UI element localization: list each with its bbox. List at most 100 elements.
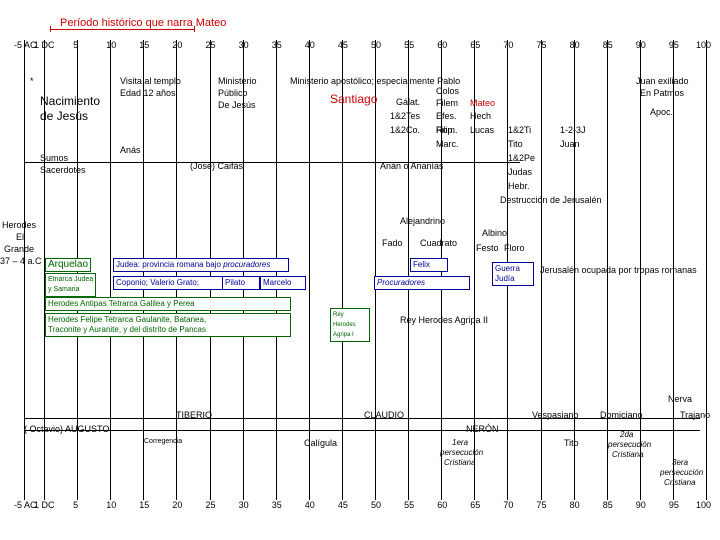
region-box: Procuradores	[374, 276, 470, 290]
label: 1-2-3J	[560, 125, 586, 135]
axis-tick: 30	[239, 40, 249, 50]
axis-tick: 80	[570, 500, 580, 510]
chart-title: Período histórico que narra Mateo	[60, 17, 226, 29]
label: persecución	[660, 468, 703, 477]
label: Mateo	[470, 98, 495, 108]
axis-tick: 75	[537, 40, 547, 50]
label: 37 – 4 a.C	[0, 256, 42, 266]
label: persecución	[608, 440, 651, 449]
gridline	[309, 40, 310, 500]
label: Destrucción de Jerusalén	[500, 195, 602, 205]
label: 1&2Tes	[390, 111, 420, 121]
axis-tick: 15	[139, 500, 149, 510]
gridline	[375, 40, 376, 500]
hline	[24, 430, 700, 431]
label: Tito	[508, 139, 523, 149]
label: *	[30, 76, 34, 86]
label: Jerusalén ocupada por tropas romanas	[540, 265, 697, 275]
axis-tick: 35	[272, 500, 282, 510]
label: Corregencia	[144, 438, 182, 445]
label: Filip.	[436, 125, 455, 135]
label: Anás	[120, 145, 141, 155]
label: Cuadrato	[420, 238, 457, 248]
label: Hebr.	[508, 181, 530, 191]
label: Colos	[436, 86, 459, 96]
axis-tick: 25	[206, 500, 216, 510]
label: Nacimiento	[40, 94, 100, 108]
axis-tick: 10	[106, 40, 116, 50]
axis-tick: 5	[73, 40, 78, 50]
axis-tick: 50	[371, 500, 381, 510]
axis-tick: 95	[669, 500, 679, 510]
axis-tick: 55	[404, 500, 414, 510]
region-box: Herodes Antipas Tetrarca Galilea y Perea	[45, 297, 291, 311]
region-box: Judea: provincia romana bajo procuradore…	[113, 258, 289, 272]
label: Santiago	[330, 92, 377, 106]
axis-tick: 95	[669, 40, 679, 50]
label: Hech	[470, 111, 491, 121]
axis-tick: 35	[272, 40, 282, 50]
axis-tick: 65	[470, 500, 480, 510]
label: 1&2Ti	[508, 125, 531, 135]
region-box: Marcelo	[260, 276, 306, 290]
label: Cristiana	[664, 478, 696, 487]
axis-tick: 50	[371, 40, 381, 50]
label: Fado	[382, 238, 403, 248]
label: 3era	[672, 458, 688, 467]
axis-tick: 45	[338, 500, 348, 510]
region-box: ReyHerodesAgripa I	[330, 308, 370, 342]
label: ( Octavio) AUGUSTO	[24, 424, 109, 434]
timeline-chart: -5 AC-5 AC1 DC1 DC5510101515202025253030…	[0, 0, 720, 540]
label: Visita al templo	[120, 76, 181, 86]
title-span	[50, 29, 195, 30]
axis-tick: 10	[106, 500, 116, 510]
label: 1&2Co.	[390, 125, 420, 135]
axis-tick: 75	[537, 500, 547, 510]
label: Festo	[476, 243, 499, 253]
label: El	[16, 232, 24, 242]
label: Alejandrino	[400, 216, 445, 226]
label: Gálat.	[396, 97, 420, 107]
axis-tick: 100	[696, 40, 711, 50]
gridline	[706, 40, 707, 500]
axis-tick: 85	[603, 40, 613, 50]
label: Floro	[504, 243, 525, 253]
axis-tick: 100	[696, 500, 711, 510]
label: persecución	[440, 448, 483, 457]
hline	[24, 418, 700, 419]
gridline	[342, 40, 343, 500]
axis-tick: 40	[305, 500, 315, 510]
axis-tick: 80	[570, 40, 580, 50]
region-box: Coponio; Valerio Grato;	[113, 276, 224, 290]
axis-tick: 5	[73, 500, 78, 510]
label: Nerva	[668, 394, 692, 404]
label: 2da	[620, 430, 633, 439]
gridline	[408, 40, 409, 500]
axis-tick: 90	[636, 40, 646, 50]
label: Edad 12 años	[120, 88, 176, 98]
region-box: Felix	[410, 258, 448, 272]
axis-tick: 1 DC	[34, 40, 55, 50]
label: Marc.	[436, 139, 459, 149]
label: Juan exiliado	[636, 76, 689, 86]
label: Apoc.	[650, 107, 673, 117]
region-box: Herodes Felipe Tetrarca Gaulanite, Batan…	[45, 313, 291, 337]
label: Ministerio	[218, 76, 257, 86]
axis-tick: 15	[139, 40, 149, 50]
label: NERÓN	[466, 424, 499, 434]
gridline	[110, 40, 111, 500]
label: Cristiana	[444, 458, 476, 467]
axis-tick: 1 DC	[34, 500, 55, 510]
label: Efes.	[436, 111, 457, 121]
axis-tick: 20	[172, 40, 182, 50]
label: Filem	[436, 98, 458, 108]
label: Herodes	[2, 220, 36, 230]
label: Juan	[560, 139, 580, 149]
label: Rey Herodes Agripa II	[400, 315, 488, 325]
axis-tick: 65	[470, 40, 480, 50]
label: De Jesús	[218, 100, 256, 110]
region-box: Arquelao	[45, 258, 91, 272]
axis-tick: 85	[603, 500, 613, 510]
label: En Patmos	[640, 88, 684, 98]
axis-tick: 20	[172, 500, 182, 510]
